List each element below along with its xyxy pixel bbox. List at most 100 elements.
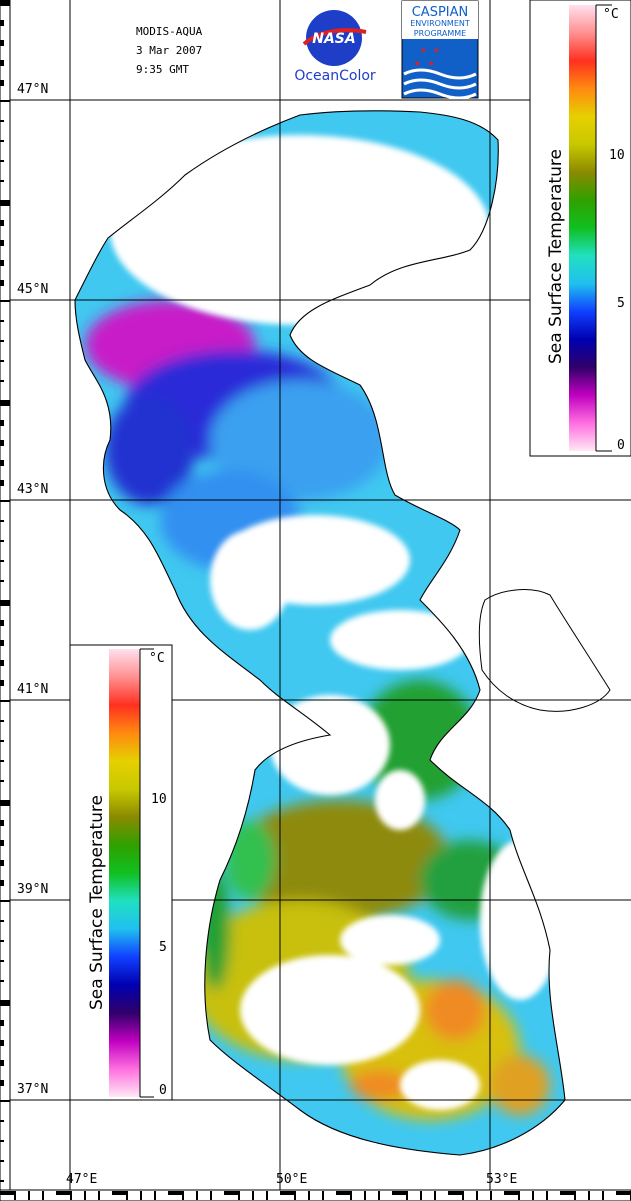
svg-text:★: ★ <box>420 43 427 56</box>
cep-stars: ★ ★ ★ ★ <box>414 43 440 69</box>
ruler-tick <box>70 1191 72 1200</box>
ruler-tick <box>0 860 4 866</box>
ruler-tick <box>0 240 4 246</box>
ruler-tick <box>560 1191 574 1195</box>
ruler-tick <box>0 1060 4 1066</box>
ruler-tick <box>224 1191 238 1195</box>
ruler-tick <box>280 1191 294 1195</box>
colorbar-lower-title: Sea Surface Temperature <box>87 795 107 1010</box>
colorbar-upper-tick-0: 0 <box>617 438 625 453</box>
ruler-tick <box>490 1191 492 1200</box>
ruler-tick <box>616 1191 630 1195</box>
ruler-tick <box>168 1191 182 1195</box>
ruler-tick <box>0 940 4 942</box>
cep-line1: CASPIAN <box>412 5 469 20</box>
ruler-tick <box>0 580 4 582</box>
cep-line2: ENVIRONMENT <box>410 19 470 28</box>
ruler-tick <box>602 1191 604 1200</box>
ruler-tick <box>84 1191 86 1200</box>
ruler-tick <box>462 1191 464 1200</box>
ruler-tick <box>0 760 4 762</box>
ruler-tick <box>0 1160 4 1162</box>
colorbar-upper: Sea Surface Temperature °C 0 5 10 <box>529 0 631 457</box>
ruler-tick <box>42 1191 44 1200</box>
nasa-wordmark: NASA <box>312 31 355 47</box>
ruler-tick <box>0 200 10 206</box>
ruler-tick <box>504 1191 518 1195</box>
lon-label-50: 50°E <box>276 1172 307 1187</box>
ruler-tick <box>0 180 4 182</box>
ruler-tick <box>0 600 10 606</box>
ruler-tick <box>0 680 4 686</box>
left-scale-ruler <box>0 0 11 1191</box>
ruler-tick <box>0 220 4 226</box>
ruler-tick <box>0 920 4 922</box>
ruler-tick <box>0 980 4 982</box>
ruler-tick <box>210 1191 212 1200</box>
ruler-tick <box>378 1191 380 1200</box>
ruler-tick <box>112 1191 126 1195</box>
ruler-tick <box>364 1191 366 1200</box>
colorbar-lower-tick-10: 10 <box>151 792 167 807</box>
ruler-tick <box>0 820 4 826</box>
ruler-tick <box>0 1020 4 1026</box>
nasa-logo: NASA OceanColor <box>294 10 376 84</box>
ruler-tick <box>0 720 4 722</box>
ruler-tick <box>406 1191 408 1200</box>
ruler-tick <box>0 320 4 322</box>
date-label: 3 Mar 2007 <box>136 44 202 57</box>
svg-text:★: ★ <box>428 56 435 69</box>
svg-text:★: ★ <box>414 56 421 69</box>
ruler-tick <box>0 1191 14 1195</box>
ruler-tick <box>0 520 4 522</box>
cep-line3: PROGRAMME <box>414 29 466 38</box>
ruler-tick <box>350 1191 352 1200</box>
ruler-tick <box>0 140 4 142</box>
lat-label-43: 43°N <box>17 482 48 497</box>
lon-label-53: 53°E <box>486 1172 517 1187</box>
ruler-tick <box>0 660 4 666</box>
ruler-tick <box>0 1080 4 1086</box>
ruler-tick <box>322 1191 324 1200</box>
ruler-tick <box>0 480 4 486</box>
ruler-tick <box>434 1191 436 1200</box>
ruler-tick <box>140 1191 142 1200</box>
caspian-environment-programme-logo: CASPIAN ENVIRONMENT PROGRAMME ★ ★ ★ ★ <box>401 0 479 100</box>
kara-bogaz-gol-outline <box>478 589 611 712</box>
ruler-tick <box>336 1191 350 1195</box>
ruler-tick <box>0 460 4 466</box>
colorbar-upper-tick-5: 5 <box>617 296 625 311</box>
colorbar-upper-unit: °C <box>603 7 619 22</box>
ruler-tick <box>0 260 4 266</box>
colorbar-lower-gradient <box>109 649 140 1097</box>
ruler-tick <box>420 1191 422 1200</box>
ruler-tick <box>238 1191 240 1200</box>
ruler-tick <box>0 700 10 702</box>
ruler-tick <box>98 1191 100 1200</box>
ruler-tick <box>0 1100 10 1102</box>
colorbar-lower-tick-0: 0 <box>159 1083 167 1098</box>
ruler-tick <box>532 1191 534 1200</box>
latitude-labels: 47°N 45°N 43°N 41°N 39°N 37°N <box>15 78 59 1097</box>
time-label: 9:35 GMT <box>136 63 189 76</box>
ruler-tick <box>0 960 4 962</box>
ruler-tick <box>588 1191 590 1200</box>
ruler-tick <box>0 500 10 502</box>
ruler-tick <box>0 60 4 66</box>
ruler-tick <box>0 400 10 406</box>
ruler-tick <box>154 1191 156 1200</box>
lat-label-41: 41°N <box>17 682 48 697</box>
cep-waves <box>403 68 477 100</box>
ruler-tick <box>0 80 4 86</box>
svg-text:★: ★ <box>433 43 440 56</box>
colorbar-upper-title: Sea Surface Temperature <box>546 149 566 364</box>
ruler-tick <box>0 800 10 806</box>
ruler-tick <box>294 1191 296 1200</box>
ruler-tick <box>0 100 10 102</box>
colorbar-lower: Sea Surface Temperature °C 0 5 10 <box>69 644 173 1101</box>
ruler-tick <box>0 620 4 626</box>
ruler-tick <box>476 1191 478 1200</box>
bottom-scale-ruler <box>0 1189 631 1201</box>
ruler-tick <box>0 560 4 562</box>
